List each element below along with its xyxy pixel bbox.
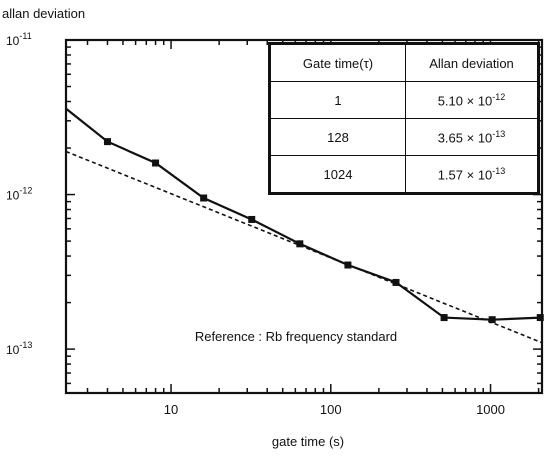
- x-tick-label: 1000: [476, 402, 505, 417]
- y-tick-label: 10-13: [6, 340, 32, 357]
- x-tick-label: 100: [320, 402, 342, 417]
- reference-annotation: Reference : Rb frequency standard: [195, 329, 397, 344]
- data-point-marker: [200, 194, 208, 202]
- table-row: 128 3.65 × 10-13: [269, 118, 539, 156]
- data-point-marker: [103, 138, 111, 146]
- data-point-marker: [152, 159, 160, 167]
- table-row: 1 5.10 × 10-12: [269, 81, 539, 119]
- data-point-marker: [392, 278, 400, 286]
- allan-deviation-table: Gate time(τ) Allan deviation 1 5.10 × 10…: [268, 42, 540, 195]
- deviation-mantissa: 3.65 × 10: [437, 130, 493, 146]
- table-cell-deviation: 1.57 × 10-13: [405, 155, 539, 194]
- table-row: 1024 1.57 × 10-13: [269, 155, 539, 194]
- table-header-row: Gate time(τ) Allan deviation: [269, 43, 539, 82]
- y-tick-label: 10-11: [6, 31, 32, 48]
- table-cell-gate: 1: [269, 81, 406, 119]
- data-point-marker: [248, 215, 256, 223]
- table-cell-deviation: 5.10 × 10-12: [405, 81, 539, 119]
- table-cell-gate: 128: [269, 118, 406, 156]
- data-point-marker: [488, 316, 496, 324]
- plot-frame: [64, 38, 544, 395]
- x-tick-label: 10: [164, 402, 178, 417]
- reference-dashed-line: [65, 150, 543, 344]
- table-cell-deviation: 3.65 × 10-13: [405, 118, 539, 156]
- table-header-gate-time: Gate time(τ): [269, 43, 406, 82]
- y-tick-label: 10-12: [6, 186, 32, 203]
- table-cell-gate: 1024: [269, 155, 406, 194]
- deviation-exponent: -13: [492, 165, 506, 176]
- data-point-marker: [440, 314, 448, 322]
- deviation-mantissa: 1.57 × 10: [437, 167, 493, 183]
- x-axis-label: gate time (s): [272, 434, 344, 449]
- y-axis-label: allan deviation: [2, 6, 85, 21]
- deviation-mantissa: 5.10 × 10: [437, 93, 493, 109]
- deviation-exponent: -12: [492, 91, 506, 102]
- deviation-exponent: -13: [492, 128, 506, 139]
- data-point-marker: [296, 240, 304, 248]
- table-header-allan-deviation: Allan deviation: [405, 43, 539, 82]
- data-point-marker: [536, 314, 544, 322]
